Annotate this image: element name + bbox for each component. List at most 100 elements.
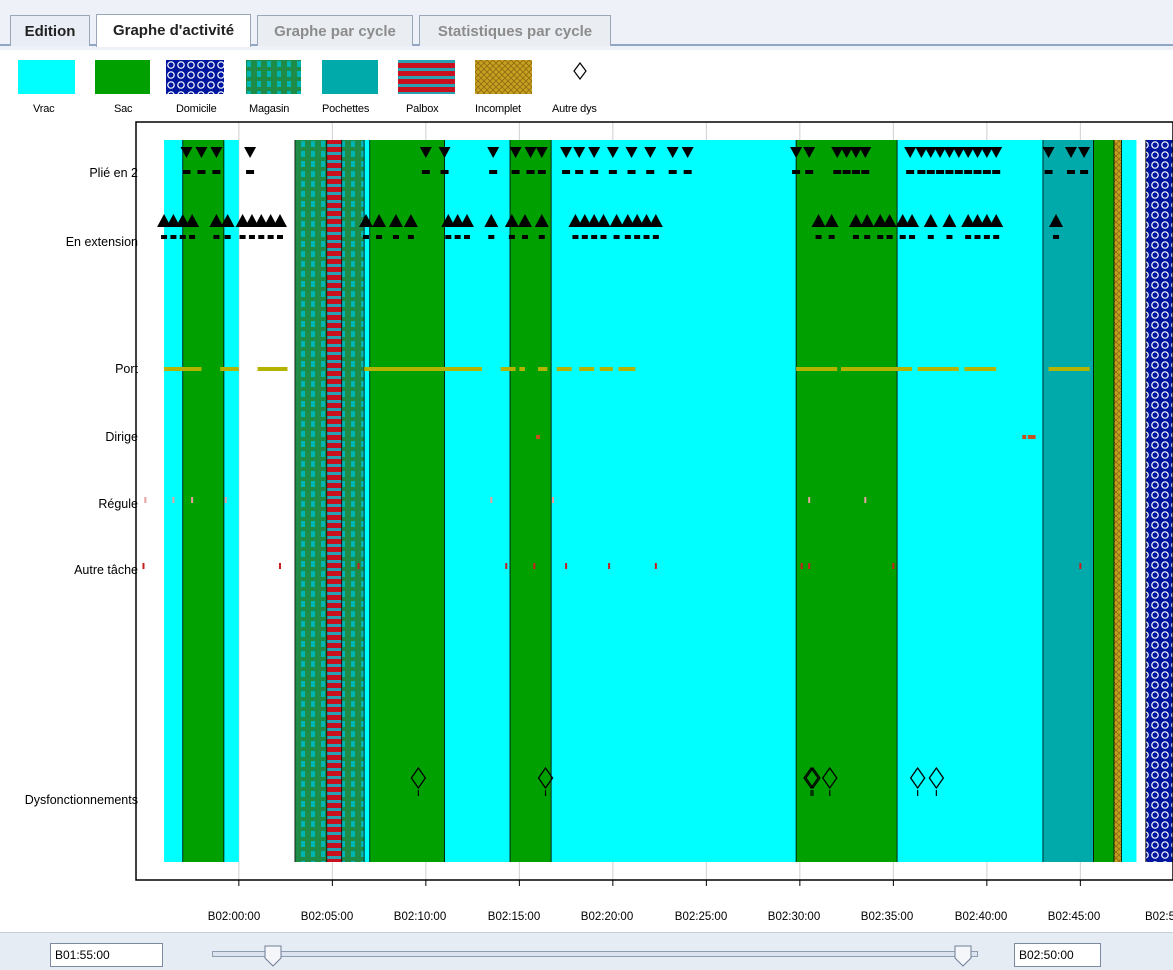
plie-marker <box>790 147 803 158</box>
extension-marker <box>630 214 645 227</box>
plie-tick <box>212 170 221 174</box>
plie-tick <box>421 170 430 174</box>
tab-statistiques-par-cycle[interactable]: Statistiques par cycle <box>419 15 611 46</box>
extension-marker <box>450 214 465 227</box>
plie-marker <box>438 147 451 158</box>
extension-marker <box>587 214 602 227</box>
port-interval <box>840 367 913 371</box>
plie-tick <box>906 170 915 174</box>
legend-swatch-magasin <box>246 60 301 94</box>
row-label-dysfonctionnements: Dysfonctionnements <box>24 793 138 807</box>
range-start-field[interactable]: B01:55:00 <box>50 943 163 967</box>
extension-tick <box>224 235 231 239</box>
plie-tick <box>945 170 954 174</box>
segment-sac <box>796 140 898 862</box>
dirige-mark <box>536 435 541 439</box>
extension-marker <box>895 214 910 227</box>
tab-bar: Edition Graphe d'activité Graphe par cyc… <box>0 0 1173 50</box>
plie-marker <box>904 147 917 158</box>
plie-tick <box>668 170 677 174</box>
activity-segments <box>164 140 1173 862</box>
row-label-port: Port <box>115 362 138 376</box>
range-slider-track[interactable] <box>212 951 978 957</box>
segment-vrac <box>444 140 510 862</box>
extension-marker <box>534 214 549 227</box>
plie-tick <box>197 170 206 174</box>
extension-tick <box>463 235 470 239</box>
plie-marker <box>962 147 975 158</box>
plie-marker <box>195 147 208 158</box>
row-label-en-extension: En extension <box>65 235 138 249</box>
extension-tick <box>600 235 607 239</box>
extension-tick <box>508 235 515 239</box>
segment-sac <box>510 140 552 862</box>
range-end-field[interactable]: B02:50:00 <box>1014 943 1101 967</box>
legend-label-sac: Sac <box>114 103 133 115</box>
extension-tick <box>909 235 916 239</box>
legend-label-palbox: Palbox <box>406 103 439 115</box>
segment-vrac <box>223 140 239 862</box>
legend-swatch-incomplet <box>475 60 532 94</box>
plie-tick <box>833 170 842 174</box>
tick-label: B02:05:00 <box>300 911 354 923</box>
port-interval <box>964 367 997 371</box>
extension-tick <box>965 235 972 239</box>
extension-tick <box>376 235 383 239</box>
tick-label: B02:20:00 <box>580 911 634 923</box>
regule-mark <box>191 497 194 503</box>
row-label-autre-tache: Autre tâche <box>74 563 138 577</box>
plie-tick <box>1067 170 1075 174</box>
range-slider-right-thumb[interactable] <box>954 945 972 967</box>
tab-edition[interactable]: Edition <box>10 15 90 46</box>
extension-tick <box>161 235 168 239</box>
extension-tick <box>927 235 934 239</box>
range-slider-left-thumb[interactable] <box>264 945 282 967</box>
plie-tick <box>792 170 801 174</box>
extension-tick <box>572 235 579 239</box>
extension-tick <box>634 235 641 239</box>
extension-tick <box>613 235 620 239</box>
extension-tick <box>239 235 246 239</box>
activity-chart <box>135 121 1173 886</box>
autre-tache-mark <box>142 563 145 569</box>
extension-tick <box>643 235 650 239</box>
plie-tick <box>917 170 926 174</box>
extension-marker <box>235 214 250 227</box>
row-label-regule: Régule <box>98 497 138 511</box>
extension-tick <box>363 235 370 239</box>
legend-swatch-vrac <box>18 60 75 94</box>
tick-label: B02:25:00 <box>674 911 728 923</box>
extension-marker <box>403 214 418 227</box>
extension-marker <box>942 214 957 227</box>
port-interval <box>599 367 613 371</box>
plie-marker <box>509 147 522 158</box>
regule-mark <box>224 497 227 503</box>
extension-marker <box>244 214 259 227</box>
port-interval <box>917 367 959 371</box>
extension-marker <box>517 214 532 227</box>
extension-marker <box>905 214 920 227</box>
extension-tick <box>624 235 631 239</box>
port-interval <box>257 367 288 371</box>
plie-tick <box>926 170 935 174</box>
extension-marker <box>961 214 976 227</box>
autre-tache-mark <box>608 563 611 569</box>
extension-tick <box>170 235 177 239</box>
plie-marker <box>1065 147 1077 158</box>
port-interval <box>796 367 838 371</box>
tab-graphe-activite[interactable]: Graphe d'activité <box>96 14 251 47</box>
port-interval <box>500 367 516 371</box>
port-interval <box>164 367 202 371</box>
plie-tick <box>182 170 191 174</box>
plie-marker <box>524 147 537 158</box>
regule-mark <box>172 497 175 503</box>
segment-incomplet <box>1114 140 1122 862</box>
time-range-bar: B01:55:00 B02:50:00 <box>0 932 1173 970</box>
legend: Vrac Sac Domicile Magasin Pochettes Palb… <box>0 50 1173 120</box>
extension-marker <box>209 214 224 227</box>
plie-tick <box>608 170 617 174</box>
segment-domicile <box>1145 140 1173 862</box>
regule-mark <box>552 497 555 503</box>
tab-graphe-par-cycle[interactable]: Graphe par cycle <box>257 15 413 46</box>
extension-tick <box>591 235 598 239</box>
